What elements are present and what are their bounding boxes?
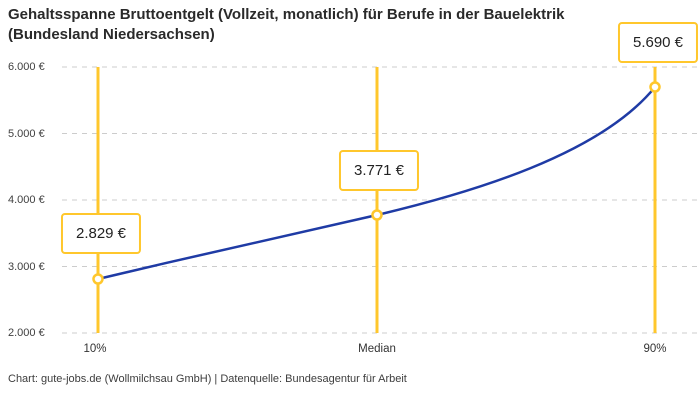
chart-title: Gehaltsspanne Bruttoentgelt (Vollzeit, m…	[8, 5, 688, 44]
chart-title-line-2: (Bundesland Niedersachsen)	[8, 25, 215, 43]
x-tick-10: 10%	[83, 343, 107, 355]
chart-title-line-1: Gehaltsspanne Bruttoentgelt (Vollzeit, m…	[8, 6, 565, 23]
value-label-10: 2.829 €	[60, 213, 142, 254]
y-tick-5000: 5.000 €	[8, 127, 45, 140]
x-tick-median: Median	[358, 343, 396, 355]
y-tick-2000: 2.000 €	[8, 327, 45, 339]
y-tick-4000: 4.000 €	[8, 194, 45, 206]
y-tick-6000: 6.000 €	[8, 61, 45, 73]
value-label-90: 5.690 €	[617, 22, 699, 63]
x-tick-90: 90%	[643, 343, 667, 355]
data-point-10	[92, 273, 104, 285]
data-point-median	[371, 209, 383, 221]
y-tick-3000: 3.000 €	[8, 260, 45, 273]
data-point-90	[649, 81, 661, 93]
value-label-median: 3.771 €	[338, 150, 420, 191]
chart-source: Chart: gute-jobs.de (Wollmilchsau GmbH) …	[8, 373, 407, 385]
